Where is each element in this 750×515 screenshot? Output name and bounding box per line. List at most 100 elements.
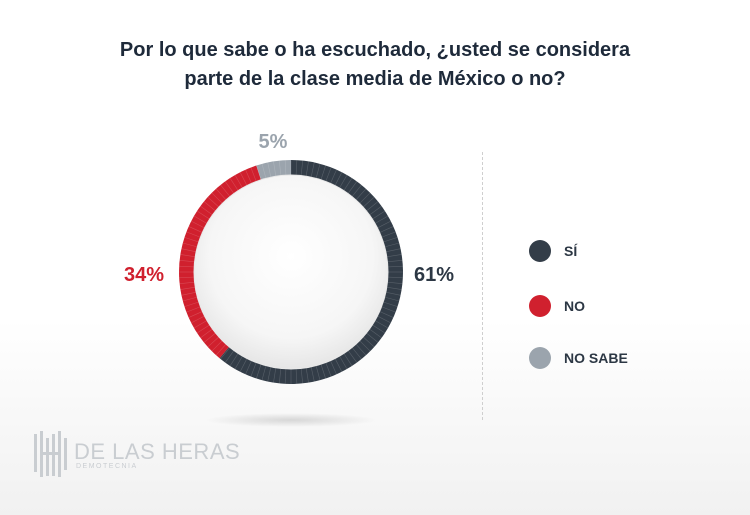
donut-tick (203, 332, 216, 343)
donut-tick (211, 192, 223, 204)
legend-dot-si (529, 240, 551, 262)
donut-tick (191, 315, 205, 324)
donut-tick (347, 181, 358, 194)
donut-tick (188, 311, 203, 318)
donut-tick (372, 210, 386, 220)
donut-tick (284, 160, 287, 176)
donut-slice-no-sabe (256, 160, 291, 180)
donut-tick (305, 367, 309, 383)
donut-tick (200, 205, 213, 216)
donut-tick (359, 340, 371, 352)
legend-label-no-sabe: NO SABE (564, 350, 628, 366)
donut-tick (182, 242, 198, 248)
brand-logo-name: DE LAS HERAS (74, 438, 241, 464)
donut-tick (325, 167, 332, 182)
donut-tick (385, 248, 401, 253)
donut-tick (193, 320, 208, 329)
donut-tick (184, 301, 199, 307)
donut-tick (369, 328, 382, 339)
donut-tick (315, 163, 321, 179)
donut-tick (330, 360, 337, 375)
donut-tick (215, 343, 227, 356)
donut-inner-circle (193, 174, 389, 370)
donut-tick (372, 324, 386, 334)
donut-tick (310, 162, 315, 178)
donut-tick (355, 188, 367, 201)
donut-tick (384, 296, 400, 302)
donut-tick (351, 347, 362, 360)
donut-tick (295, 368, 298, 384)
donut-tick (179, 281, 195, 285)
donut-tick (245, 169, 252, 184)
donut-tick (188, 226, 203, 233)
donut-tick (224, 181, 235, 194)
donut-tick (234, 355, 243, 370)
data-label-no: 34% (124, 264, 164, 286)
donut-tick (215, 188, 227, 201)
donut-tick (250, 362, 257, 377)
donut-tick (305, 161, 309, 177)
donut-tick (347, 350, 358, 363)
donut-tick (387, 259, 403, 263)
legend-label-no: NO (564, 298, 585, 314)
donut-tick (379, 311, 394, 318)
donut-tick (383, 237, 398, 243)
donut-tick (278, 368, 282, 384)
donut-tick (191, 220, 205, 229)
donut-tick (387, 276, 403, 279)
donut-tick (181, 291, 197, 296)
legend-item-no-sabe: NO SABE (529, 346, 628, 370)
donut-tick (239, 358, 248, 372)
donut-tick (180, 254, 196, 258)
donut-tick (186, 231, 201, 238)
donut-tick (343, 353, 353, 367)
donut-tick (374, 320, 389, 329)
donut-tick (184, 237, 199, 243)
donut-tick (334, 358, 343, 372)
donut-tick (179, 259, 195, 263)
donut-tick (220, 347, 231, 360)
donut-tick (229, 353, 239, 367)
donut-tick (186, 306, 201, 313)
donut-tick (196, 210, 210, 220)
chart-title-line-2: parte de la clase media de México o no? (184, 68, 566, 90)
donut-tick (339, 174, 348, 189)
donut-tick (239, 172, 248, 186)
donut-tick (207, 196, 220, 208)
chart-title-line-1: Por lo que sabe o ha escuchado, ¿usted s… (119, 39, 631, 61)
donut-tick (180, 286, 196, 290)
donut-tick (193, 215, 208, 224)
donut-tick (362, 336, 375, 348)
chart-title: Por lo que sabe o ha escuchado, ¿usted s… (0, 36, 750, 94)
donut-tick (383, 301, 398, 307)
donut-tick (384, 242, 400, 248)
donut-tick (387, 265, 403, 268)
donut-tick (334, 172, 343, 186)
donut-tick (359, 192, 371, 204)
donut-tick (351, 184, 362, 197)
donut-tick (377, 220, 391, 229)
donut-tick (261, 365, 267, 381)
donut-tick (211, 340, 223, 352)
data-label-no-sabe: 5% (259, 131, 288, 153)
donut-tick (343, 177, 353, 191)
donut-tick (381, 306, 396, 313)
donut-tick (229, 177, 239, 191)
donut-tick (366, 201, 379, 212)
donut-tick (200, 328, 213, 339)
donut-tick (250, 167, 257, 182)
donut-tick (181, 248, 197, 253)
donut-tick (273, 161, 277, 177)
donut-tick (179, 276, 195, 279)
donut-tick (387, 281, 403, 285)
donut-slice-si (219, 160, 403, 384)
legend-divider (482, 152, 483, 420)
legend-label-si: SÍ (564, 243, 578, 259)
donut-tick (256, 165, 262, 180)
donut-tick (320, 165, 326, 180)
donut-tick (381, 231, 396, 238)
donut-tick (261, 163, 267, 179)
donut-tick (179, 265, 195, 268)
donut-tick (234, 174, 243, 189)
